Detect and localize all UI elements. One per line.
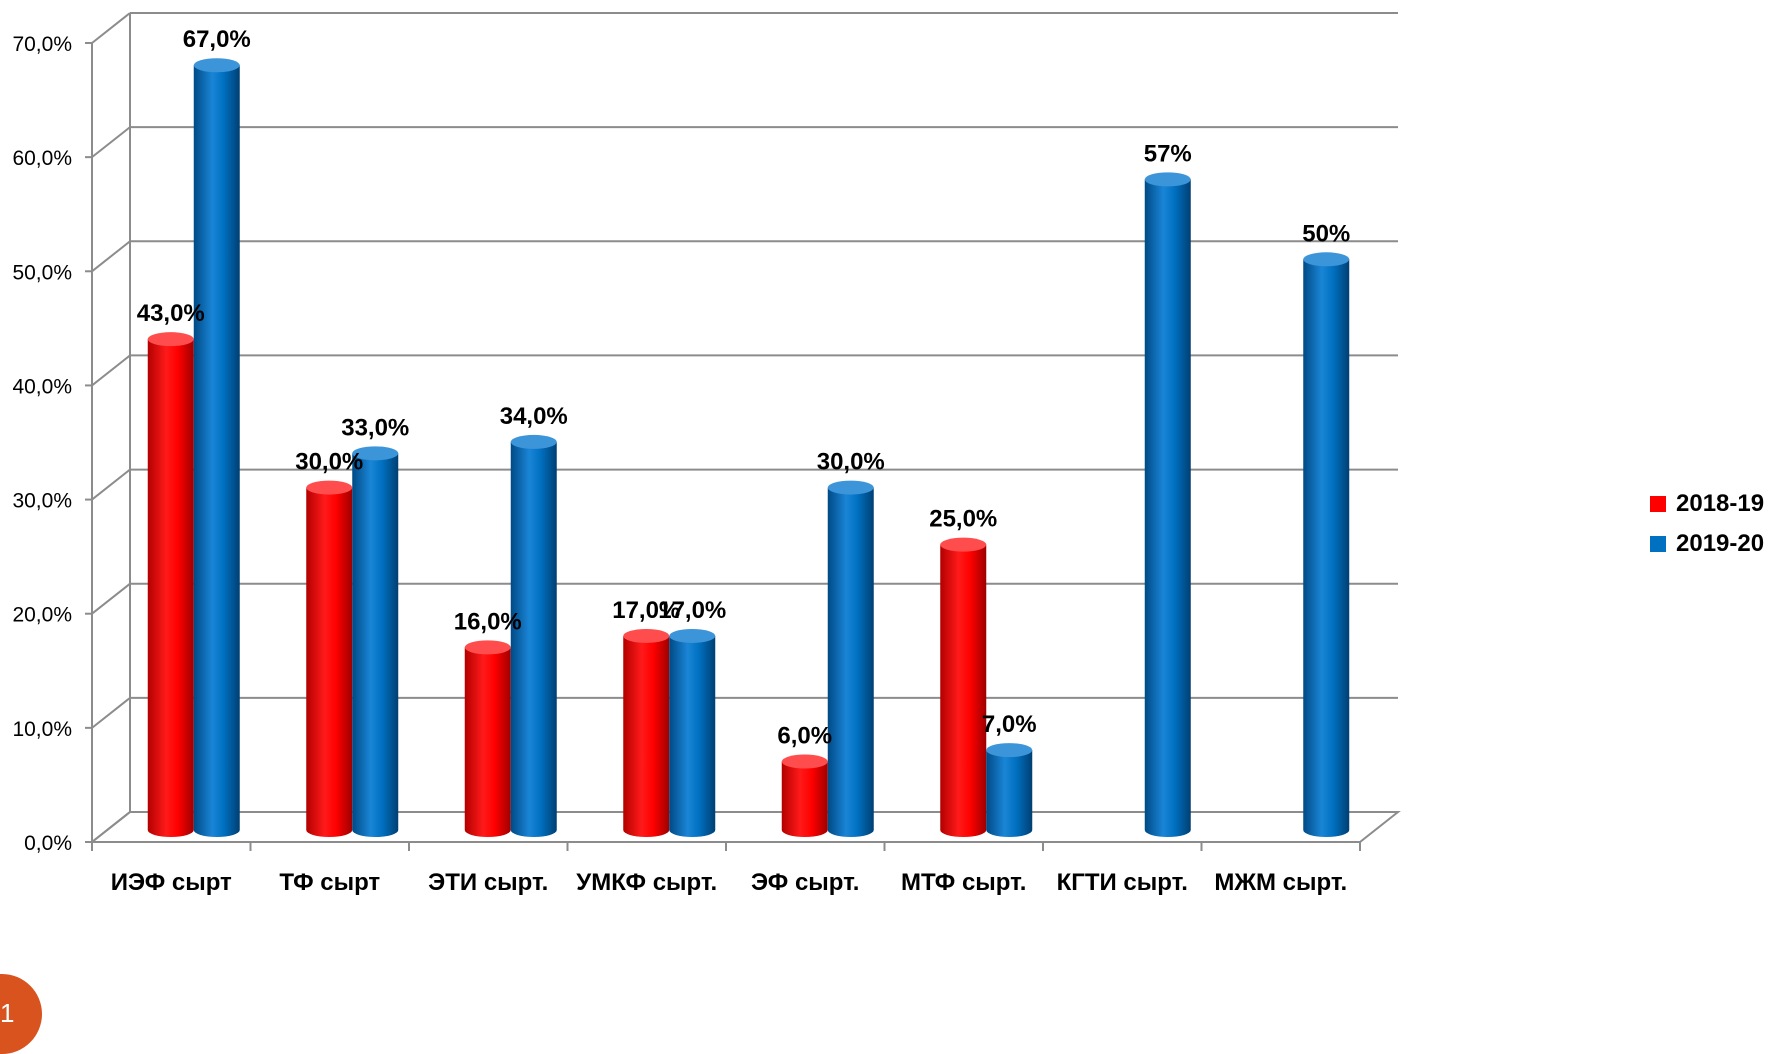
- x-tick-label: ТФ сырт: [279, 869, 380, 896]
- bar: [1144, 172, 1191, 838]
- data-label: 67,0%: [183, 26, 251, 53]
- side-gridline: [91, 126, 131, 158]
- bars: [147, 58, 1350, 838]
- bar-top: [781, 754, 828, 769]
- bar-top: [147, 332, 194, 347]
- x-tick-label: УМКФ сырт.: [576, 869, 717, 896]
- bar-top: [306, 480, 353, 495]
- bar-body: [827, 487, 874, 838]
- bar-body: [1303, 259, 1350, 838]
- y-axis-ticks: 0,0% 10,0% 20,0% 30,0% 40,0% 50,0% 60,0% 70,0%: [12, 33, 92, 855]
- legend-item-2019-20: 2019-20: [1650, 524, 1764, 564]
- data-labels: 43,0% 30,0% 16,0% 17,0% 6,0% 25,0% 67,0% 33,0% 3…: [137, 26, 1351, 749]
- y-tick-label: 40,0%: [12, 375, 72, 398]
- bar-top: [193, 58, 240, 73]
- bar-top: [827, 480, 874, 495]
- bar: [940, 537, 987, 838]
- bar-body: [781, 761, 828, 838]
- x-tick-label: ИЭФ сырт: [111, 869, 232, 896]
- data-label: 50%: [1302, 220, 1350, 247]
- bar: [464, 640, 511, 838]
- x-tick-label: ЭТИ сырт.: [428, 869, 548, 896]
- side-gridline: [91, 468, 131, 501]
- data-label: 17,0%: [658, 597, 726, 624]
- page-number: 1: [0, 998, 15, 1028]
- data-label: 16,0%: [454, 608, 522, 635]
- y-tick-label: 20,0%: [12, 604, 72, 627]
- data-label: 6,0%: [777, 723, 832, 750]
- bar-body: [1144, 179, 1191, 838]
- bar-top: [669, 628, 716, 643]
- legend-item-2018-19: 2018-19: [1650, 484, 1764, 524]
- bar-body: [306, 487, 353, 838]
- bar-body: [986, 750, 1033, 838]
- bar: [1303, 252, 1350, 838]
- bar: [623, 628, 670, 838]
- data-label: 25,0%: [929, 506, 997, 533]
- bar-body: [147, 339, 194, 838]
- bar-body: [464, 647, 511, 838]
- chart-floor: [89, 811, 1401, 843]
- bar-top: [986, 743, 1033, 758]
- bar: [781, 754, 828, 838]
- legend-label: 2018-19: [1676, 490, 1765, 517]
- side-gridline: [91, 582, 131, 615]
- legend: 2018-19 2019-20: [1650, 484, 1764, 564]
- legend-label: 2019-20: [1676, 530, 1765, 557]
- y-tick-label: 10,0%: [12, 718, 72, 741]
- bar-body: [510, 441, 557, 838]
- bar: [669, 628, 716, 838]
- bar: [193, 58, 240, 838]
- bar-top: [352, 446, 399, 461]
- chart-walls: [89, 13, 1401, 843]
- bar: [986, 743, 1033, 838]
- y-tick-label: 50,0%: [12, 261, 72, 284]
- x-tick-label: МЖМ сырт.: [1214, 869, 1347, 896]
- gridlines: [91, 12, 1398, 843]
- side-gridline: [91, 12, 131, 44]
- data-label: 17,0%: [612, 597, 680, 624]
- legend-swatch-red: [1650, 496, 1666, 512]
- y-tick-label: 0,0%: [24, 832, 72, 855]
- bar-body: [193, 65, 240, 838]
- x-tick-label: ЭФ сырт.: [751, 869, 859, 896]
- data-label: 57%: [1144, 140, 1192, 167]
- side-gridline: [91, 811, 131, 843]
- data-label: 34,0%: [500, 403, 568, 430]
- bar: [510, 434, 557, 838]
- bar: [827, 480, 874, 838]
- y-tick-label: 60,0%: [12, 147, 72, 170]
- x-tick-label: МТФ сырт.: [901, 869, 1026, 896]
- x-axis: ИЭФ сырт ТФ сырт ЭТИ сырт. УМКФ сырт. ЭФ сыр…: [91, 841, 1361, 896]
- bar-body: [940, 544, 987, 838]
- bar-top: [1144, 172, 1191, 187]
- y-tick-label: 30,0%: [12, 490, 72, 513]
- data-label: 30,0%: [817, 449, 885, 476]
- bar-top: [623, 628, 670, 643]
- bar-body: [352, 453, 399, 838]
- bar: [306, 480, 353, 838]
- y-tick-label: 70,0%: [12, 33, 72, 56]
- side-gridline: [91, 240, 131, 273]
- data-label: 30,0%: [295, 449, 363, 476]
- bar-top: [1303, 252, 1350, 267]
- bar-top: [940, 537, 987, 552]
- data-label: 43,0%: [137, 300, 205, 327]
- side-gridline: [91, 354, 131, 387]
- bar-top: [464, 640, 511, 655]
- bar: [147, 332, 194, 838]
- bar-body: [623, 635, 670, 838]
- legend-swatch-blue: [1650, 536, 1666, 552]
- bar-top: [510, 434, 557, 449]
- x-tick-label: КГТИ сырт.: [1057, 869, 1188, 896]
- data-label: 7,0%: [982, 711, 1037, 738]
- side-gridline: [91, 697, 131, 729]
- bar: [352, 446, 399, 838]
- bar-body: [669, 635, 716, 838]
- data-label: 33,0%: [341, 414, 409, 441]
